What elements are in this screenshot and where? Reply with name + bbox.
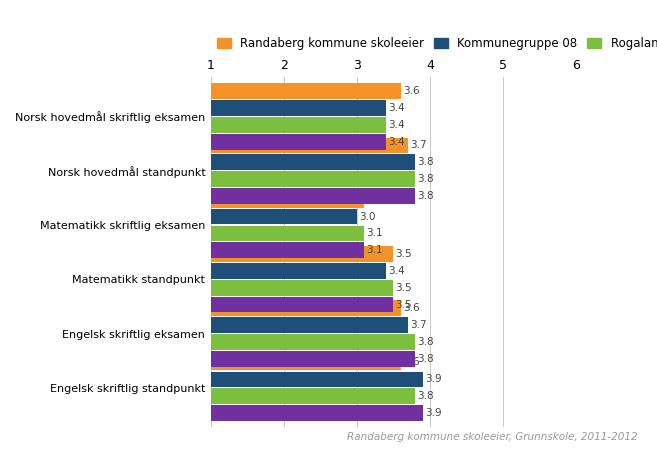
Text: 3.5: 3.5	[396, 249, 412, 259]
Text: 3.1: 3.1	[367, 229, 383, 239]
Text: 3.6: 3.6	[403, 86, 420, 96]
Text: 3.6: 3.6	[403, 303, 420, 313]
Bar	[138, 171, 415, 187]
Bar	[138, 100, 386, 116]
Bar	[138, 317, 408, 333]
Bar	[138, 300, 401, 316]
Text: 3.5: 3.5	[396, 283, 412, 293]
Text: 3.8: 3.8	[417, 157, 434, 167]
Bar	[138, 280, 394, 295]
Bar	[138, 209, 357, 225]
Text: 3.8: 3.8	[417, 174, 434, 184]
Text: 3.8: 3.8	[417, 391, 434, 401]
Bar	[138, 297, 394, 313]
Bar	[138, 192, 364, 207]
Bar	[138, 246, 394, 262]
Text: 3.4: 3.4	[388, 137, 405, 147]
Bar	[138, 188, 415, 204]
Text: 3.8: 3.8	[417, 354, 434, 364]
Bar	[138, 243, 364, 258]
Text: 3.9: 3.9	[425, 374, 442, 384]
Bar	[138, 372, 422, 387]
Bar	[138, 226, 364, 241]
Text: Randaberg kommune skoleeier, Grunnskole, 2011-2012: Randaberg kommune skoleeier, Grunnskole,…	[347, 432, 637, 442]
Bar	[138, 138, 408, 153]
Text: 3.1: 3.1	[367, 195, 383, 205]
Bar	[138, 154, 415, 170]
Text: 3.7: 3.7	[410, 320, 427, 330]
Text: 3.8: 3.8	[417, 191, 434, 201]
Bar	[138, 351, 415, 367]
Bar	[138, 83, 401, 99]
Text: 3.5: 3.5	[396, 299, 412, 309]
Text: 3.8: 3.8	[417, 337, 434, 347]
Text: 3.4: 3.4	[388, 120, 405, 130]
Text: 3.6: 3.6	[403, 358, 420, 368]
Text: 3.7: 3.7	[410, 140, 427, 151]
Bar	[138, 388, 415, 404]
Bar	[138, 117, 386, 133]
Bar	[138, 354, 401, 370]
Text: 3.0: 3.0	[359, 212, 376, 221]
Text: 3.4: 3.4	[388, 103, 405, 113]
Bar	[138, 334, 415, 350]
Bar	[138, 134, 386, 150]
Bar	[138, 263, 386, 279]
Text: 3.4: 3.4	[388, 266, 405, 276]
Text: 3.1: 3.1	[367, 245, 383, 255]
Bar	[138, 405, 422, 421]
Legend: Randaberg kommune skoleeier, Kommunegruppe 08, Rogaland fylke, Nasjonalt: Randaberg kommune skoleeier, Kommunegrup…	[217, 37, 657, 51]
Text: 3.9: 3.9	[425, 408, 442, 418]
